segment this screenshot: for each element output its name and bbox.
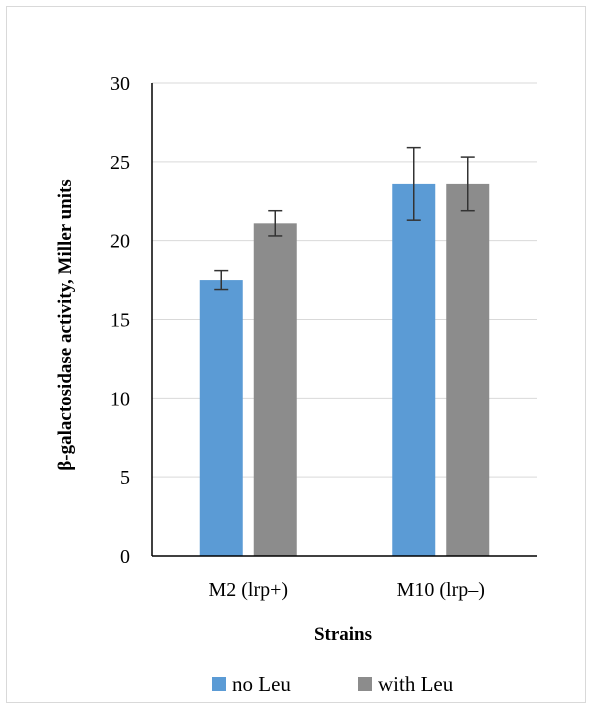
y-tick-label: 5 (120, 467, 130, 489)
y-tick-label: 0 (120, 546, 130, 568)
y-axis-label: β-galactosidase activity, Miller units (55, 179, 76, 470)
y-tick-label: 20 (110, 231, 130, 253)
bar (446, 183, 490, 556)
legend-swatch (212, 677, 226, 691)
error-bars (214, 146, 475, 291)
bar (199, 280, 243, 556)
legend-item: with Leu (358, 672, 454, 696)
error-bar (406, 146, 421, 221)
legend-item: no Leu (212, 672, 291, 696)
x-tick-label: M10 (lrp–) (397, 579, 485, 601)
legend: no Leu with Leu (212, 672, 454, 696)
y-tick-label: 30 (110, 73, 130, 95)
y-tick-label: 25 (110, 152, 130, 174)
error-bar (214, 269, 229, 291)
bar (392, 183, 436, 556)
error-bar (268, 209, 283, 237)
legend-label: no Leu (232, 672, 291, 696)
x-tick-label: M2 (lrp+) (208, 579, 288, 601)
axes (151, 83, 537, 557)
y-tick-label: 15 (110, 310, 130, 332)
y-tick-label: 10 (110, 388, 130, 410)
legend-label: with Leu (378, 672, 454, 696)
bars (199, 183, 490, 556)
x-axis-label: Strains (314, 624, 372, 645)
error-bar (460, 156, 475, 212)
x-axis-ticks: M2 (lrp+) M10 (lrp–) (208, 579, 484, 601)
legend-swatch (358, 677, 372, 691)
bar (253, 223, 297, 556)
y-axis-ticks: 0 5 10 15 20 25 30 (110, 73, 130, 568)
